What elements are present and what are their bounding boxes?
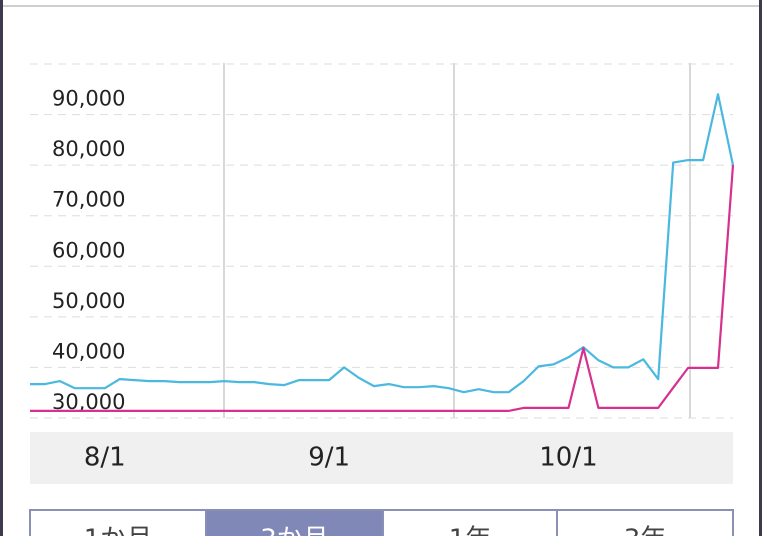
period-tab-label[interactable]: 3か月 (260, 525, 329, 536)
x-tick-label: 9/1 (308, 443, 350, 473)
period-tabs: 1か月 3か月 1年 3年 (29, 509, 734, 536)
y-tick-label: 50,000 (52, 289, 125, 313)
period-tab-label[interactable]: 3年 (624, 525, 667, 536)
y-tick-label: 40,000 (52, 339, 125, 363)
x-tick-label: 8/1 (84, 443, 126, 473)
y-tick-label: 60,000 (52, 238, 125, 262)
x-tick-label: 10/1 (539, 443, 597, 473)
y-tick-label: 70,000 (52, 188, 125, 212)
series-line (30, 93, 735, 394)
period-tab[interactable] (29, 509, 207, 536)
y-tick-label: 80,000 (52, 137, 125, 161)
period-tab[interactable] (556, 509, 734, 536)
x-label-band (30, 432, 733, 484)
right-edge (759, 0, 762, 536)
left-edge (0, 0, 3, 536)
plot (30, 93, 735, 412)
period-tab-label[interactable]: 1か月 (84, 525, 153, 536)
y-tick-label: 90,000 (52, 87, 125, 111)
series-line (30, 165, 735, 412)
period-tab-label[interactable]: 1年 (449, 525, 492, 536)
grid: 30,00040,00050,00060,00070,00080,00090,0… (30, 87, 733, 473)
